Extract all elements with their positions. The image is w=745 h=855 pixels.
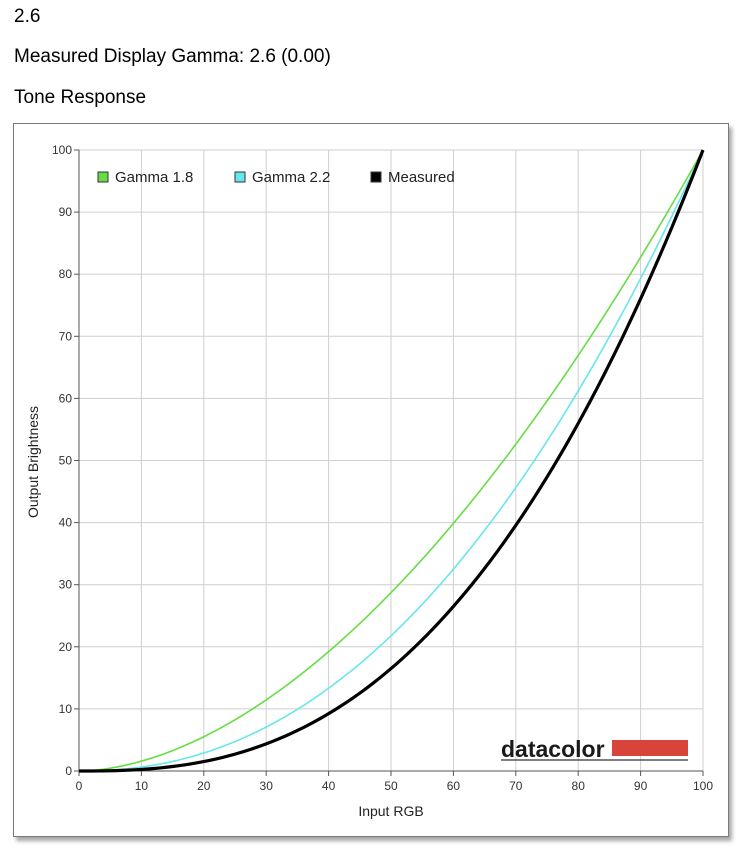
x-tick-label: 10 [135, 779, 149, 793]
series-line-measured [79, 149, 705, 773]
grid [79, 149, 704, 771]
y-tick-label: 10 [59, 702, 73, 716]
x-tick-label: 40 [322, 779, 336, 793]
series-lines [78, 149, 705, 773]
x-tick-label: 60 [447, 779, 461, 793]
y-tick-label: 0 [65, 764, 72, 778]
y-tick-label: 20 [59, 640, 73, 654]
x-tick-label: 30 [260, 779, 274, 793]
logo-text: datacolor [501, 736, 605, 762]
legend-label-gamma-2-2: Gamma 2.2 [252, 169, 330, 186]
y-tick-label: 70 [59, 329, 73, 343]
chart-canvas: 0 10 20 30 40 50 60 70 80 90 100 0 10 20 30 40 50 60 70 80 9… [25, 143, 713, 819]
section-title: Tone Response [14, 87, 147, 108]
x-tick-label: 90 [634, 779, 648, 793]
y-tick-label: 90 [59, 205, 73, 219]
legend-swatch-measured [370, 171, 382, 183]
x-tick-label: 50 [384, 779, 398, 793]
y-tick-label: 40 [59, 516, 73, 530]
y-tick-label: 100 [52, 143, 72, 157]
datacolor-logo: datacolor [501, 736, 688, 762]
legend: Gamma 1.8 Gamma 2.2 Measured [97, 169, 455, 186]
axes: 0 10 20 30 40 50 60 70 80 90 100 0 10 20 30 40 50 60 70 80 9… [52, 143, 713, 793]
gamma-value: 2.6 [14, 6, 41, 27]
legend-swatch-gamma-1-8 [97, 171, 109, 183]
series-line-gamma-2-2 [78, 149, 704, 772]
y-tick-label: 80 [59, 267, 73, 281]
legend-label-measured: Measured [388, 169, 455, 186]
legend-label-gamma-1-8: Gamma 1.8 [115, 169, 193, 186]
x-tick-label: 20 [197, 779, 211, 793]
legend-swatch-gamma-2-2 [234, 171, 246, 183]
measured-gamma-text: Measured Display Gamma: 2.6 (0.00) [14, 46, 331, 67]
y-tick-label: 60 [59, 391, 73, 405]
x-tick-label: 70 [509, 779, 523, 793]
logo-bar [612, 740, 688, 756]
x-axis-title: Input RGB [358, 803, 423, 819]
x-tick-label: 100 [693, 779, 713, 793]
series-line-gamma-1-8 [78, 149, 704, 772]
y-tick-label: 30 [59, 578, 73, 592]
x-tick-label: 0 [76, 779, 83, 793]
y-axis-title: Output Brightness [25, 406, 41, 518]
y-tick-label: 50 [59, 454, 73, 468]
tone-response-chart: 0 10 20 30 40 50 60 70 80 90 100 0 10 20 30 40 50 60 70 80 9… [13, 123, 729, 837]
x-tick-label: 80 [572, 779, 586, 793]
